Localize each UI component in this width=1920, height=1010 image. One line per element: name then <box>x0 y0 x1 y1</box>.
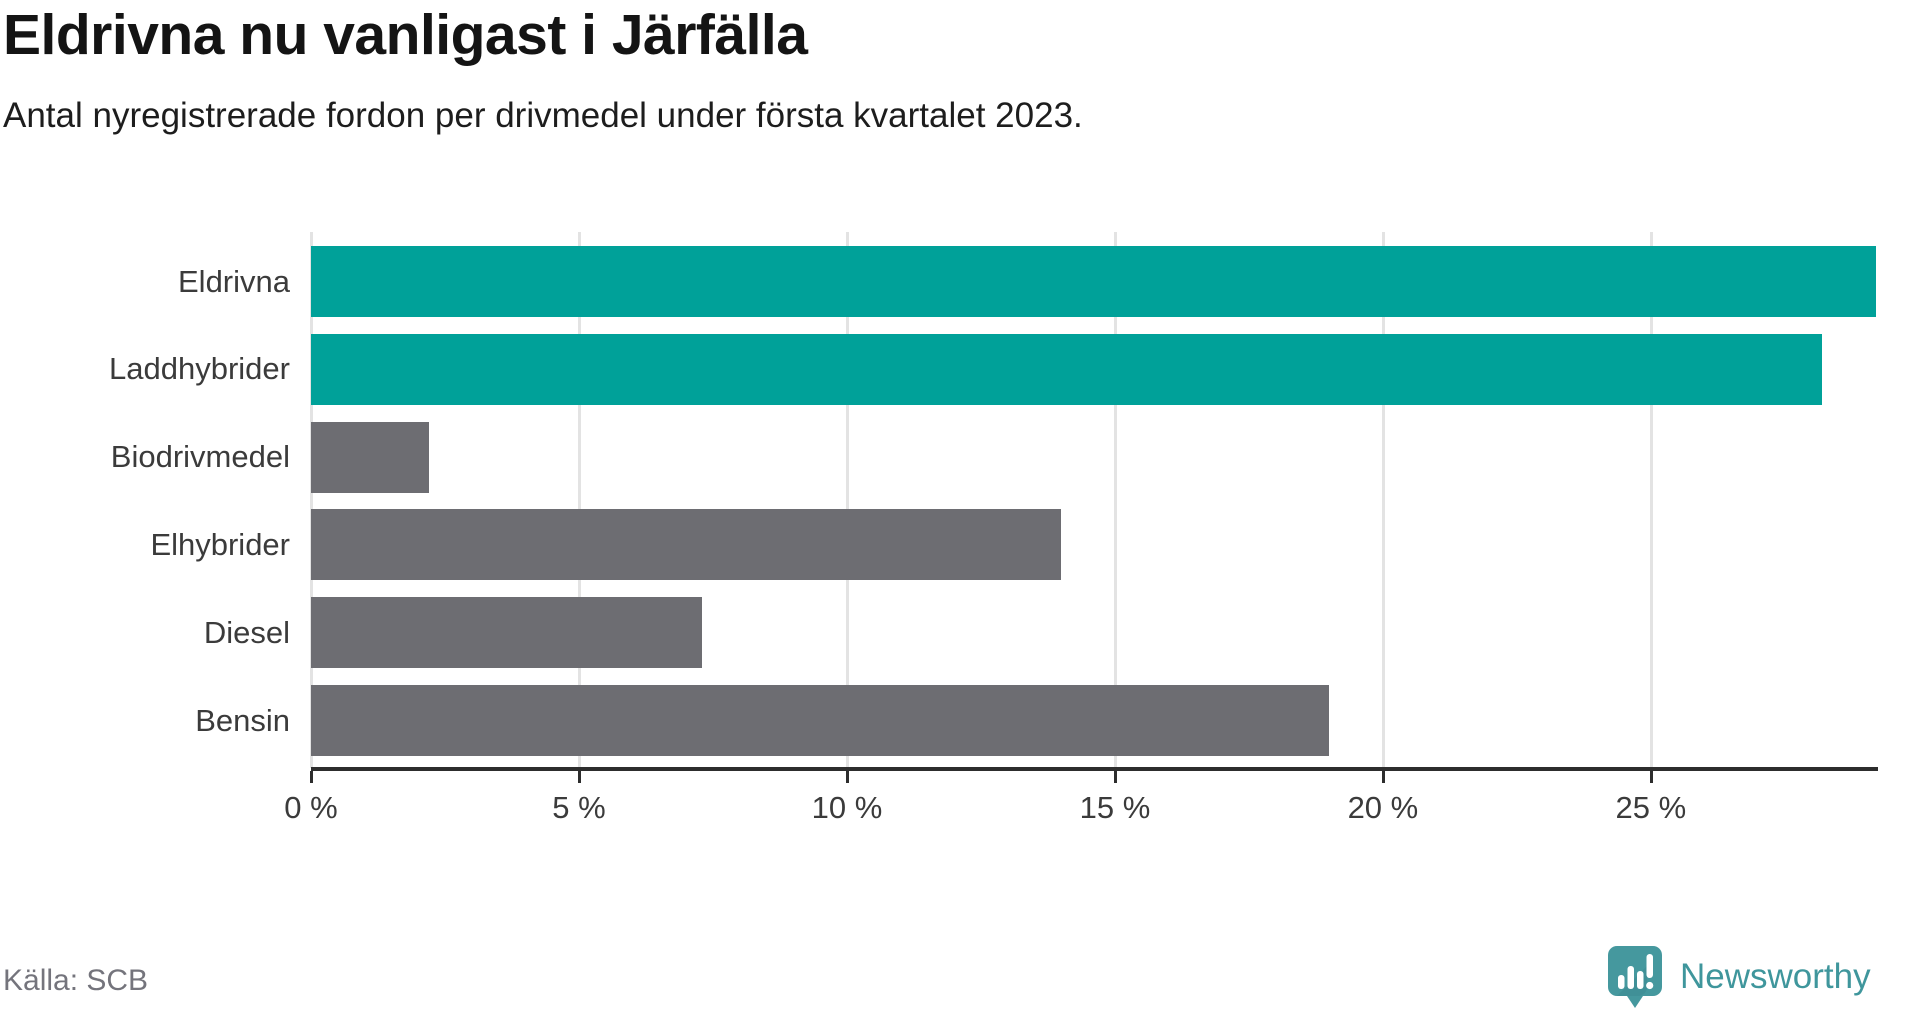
tick-label: 0 % <box>284 790 338 825</box>
bar-biodrivmedel <box>311 421 429 493</box>
category-label: Diesel <box>203 614 290 650</box>
chart-title: Eldrivna nu vanligast i Järfälla <box>3 3 808 67</box>
axis-tick <box>1649 771 1653 783</box>
axis-tick <box>577 771 581 783</box>
axis-tick <box>1113 771 1117 783</box>
category-label: Elhybrider <box>150 526 290 562</box>
chart-subtitle: Antal nyregistrerade fordon per drivmede… <box>3 96 1083 135</box>
axis-tick <box>845 771 849 783</box>
plot-area <box>310 232 1876 768</box>
gridline <box>1113 232 1117 768</box>
axis-tick <box>1381 771 1385 783</box>
brand-lockup: Newsworthy <box>1608 946 1871 1008</box>
category-label: Eldrivna <box>178 263 290 299</box>
category-label: Biodrivmedel <box>110 439 290 475</box>
bar-eldrivna <box>311 246 1876 317</box>
gridline <box>1649 232 1653 768</box>
gridline <box>1381 232 1385 768</box>
gridline <box>577 232 581 768</box>
category-label: Bensin <box>195 702 290 738</box>
bar-elhybrider <box>311 509 1062 581</box>
x-axis-line <box>311 767 1878 771</box>
tick-label: 25 % <box>1615 790 1687 825</box>
bar-laddhybrider <box>311 333 1823 405</box>
tick-label: 20 % <box>1347 790 1419 825</box>
tick-label: 5 % <box>552 790 606 825</box>
y-axis-category-labels: Eldrivna Laddhybrider Biodrivmedel Elhybrid… <box>0 232 290 768</box>
tick-label: 15 % <box>1079 790 1151 825</box>
gridline <box>310 232 313 768</box>
axis-tick <box>310 771 313 783</box>
source-label: Källa: SCB <box>3 964 149 997</box>
newsworthy-logo-icon <box>1608 946 1662 1008</box>
category-label: Laddhybrider <box>109 351 290 387</box>
bar-diesel <box>311 597 703 669</box>
gridline <box>845 232 849 768</box>
brand-wordmark: Newsworthy <box>1680 957 1871 996</box>
tick-label: 10 % <box>811 790 883 825</box>
bar-bensin <box>311 685 1330 756</box>
